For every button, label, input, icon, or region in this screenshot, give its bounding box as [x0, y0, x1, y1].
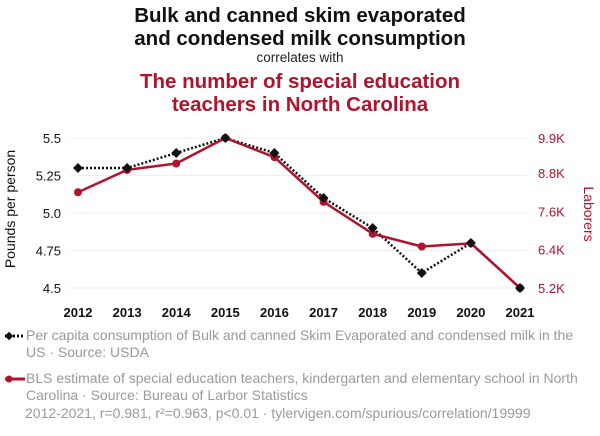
right-tick-label: 9.9K [538, 131, 565, 146]
left-tick-label: 4.5 [43, 281, 61, 296]
right-axis: 9.9K 8.8K 7.6K 6.4K 5.2K [538, 131, 565, 296]
x-tick-label: 2013 [113, 305, 142, 318]
data-point-series1 [318, 193, 329, 203]
x-tick-label: 2015 [211, 305, 240, 318]
x-tick-label: 2016 [260, 305, 289, 318]
chart-footer: 2012-2021, r=0.981, r²=0.963, p<0.01 · t… [25, 405, 531, 421]
data-point-series1 [220, 133, 231, 143]
data-point-series1 [73, 163, 83, 173]
chart-title: Bulk and canned skim evaporated and cond… [134, 4, 466, 50]
legend-item-series1: Per capita consumption of Bulk and canne… [4, 327, 594, 361]
y-axis-label-right: Laborers [581, 186, 597, 241]
data-point-series2 [172, 159, 181, 168]
right-tick-label: 5.2K [538, 281, 565, 296]
x-tick-label: 2017 [309, 305, 338, 318]
data-point-series1 [367, 223, 378, 233]
x-tick-label: 2021 [506, 305, 535, 318]
grid-lines [70, 137, 528, 289]
legend-line-solid-icon [5, 375, 25, 383]
legend-item-series2: BLS estimate of special education teache… [4, 370, 594, 404]
chart-subtitle: The number of special education teachers… [139, 70, 461, 116]
legend-label-series1: Per capita consumption of Bulk and canne… [26, 327, 574, 360]
right-tick-label: 7.6K [538, 204, 565, 219]
chart-connector: correlates with [256, 50, 344, 65]
right-tick-label: 8.8K [538, 166, 565, 181]
data-point-series1 [171, 148, 182, 158]
x-tick-label: 2014 [162, 305, 192, 318]
left-tick-label: 5.25 [36, 169, 61, 184]
right-tick-label: 6.4K [538, 243, 565, 258]
series-line-2 [77, 136, 521, 289]
data-point-series2 [368, 229, 377, 238]
data-point-series2 [417, 242, 426, 251]
data-point-series1 [465, 238, 476, 248]
x-tick-label: 2020 [456, 305, 485, 318]
left-axis: 5.5 5.25 5.0 4.75 4.5 [36, 131, 61, 296]
legend-label-series2: BLS estimate of special education teache… [26, 370, 578, 403]
data-point-series2 [74, 188, 82, 197]
data-point-series1 [515, 283, 525, 293]
x-tick-label: 2018 [358, 305, 387, 318]
x-axis: 2012 2013 2014 2015 2016 2017 2018 2019 2020 2021 [64, 305, 535, 318]
y-axis-label-left: Pounds per person [2, 150, 18, 268]
series-line-1 [78, 136, 521, 289]
x-tick-label: 2012 [64, 305, 93, 318]
legend-line-dotted-icon [4, 331, 25, 341]
line-chart: 5.5 5.25 5.0 4.75 4.5 9.9K 8.8K 7.6K 6.4K 5.2K 2… [2, 131, 597, 318]
data-point-series1 [122, 163, 133, 173]
left-tick-label: 5.5 [43, 131, 61, 146]
series-layer [73, 133, 525, 293]
left-tick-label: 4.75 [36, 244, 61, 259]
left-tick-label: 5.0 [43, 206, 61, 221]
x-tick-label: 2019 [407, 305, 436, 318]
